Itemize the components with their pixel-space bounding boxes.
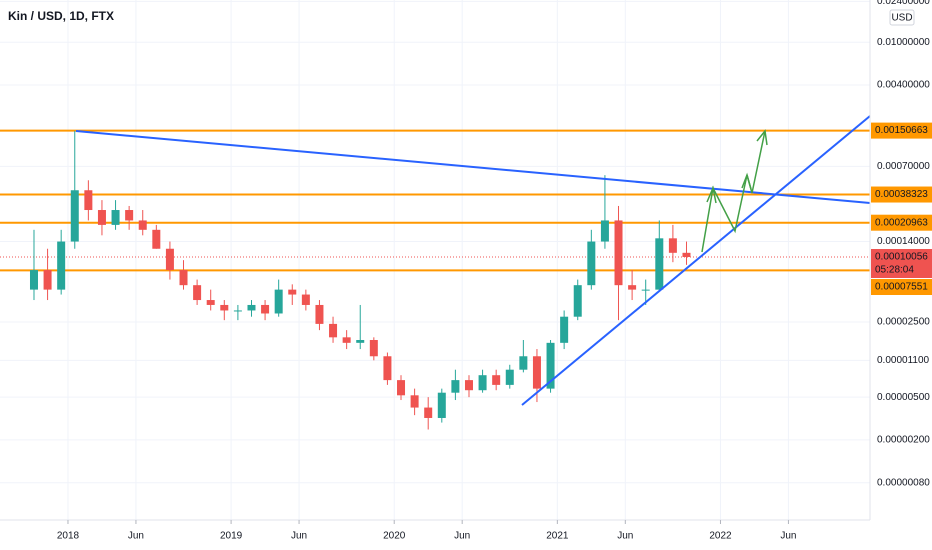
candle-body xyxy=(206,300,215,305)
candles xyxy=(29,130,691,430)
candle-body xyxy=(152,229,161,249)
y-tick-label: 0.00000080 xyxy=(877,477,930,488)
candle-body xyxy=(97,210,106,225)
x-tick-label: Jun xyxy=(291,531,307,542)
x-tick-label: Jun xyxy=(128,531,144,542)
grid xyxy=(0,0,870,520)
candle-body xyxy=(329,323,338,338)
y-tick-label: 0.00000200 xyxy=(877,435,930,446)
candle-body xyxy=(165,248,174,271)
current-price-box xyxy=(871,248,932,278)
candle-body xyxy=(315,304,324,324)
candle-body xyxy=(383,356,392,381)
x-tick-label: Jun xyxy=(454,531,470,542)
y-tick-label: 0.02400000 xyxy=(877,0,930,7)
candle-body xyxy=(397,380,406,396)
candle-body xyxy=(451,380,460,393)
projection-path xyxy=(701,130,766,253)
level-box xyxy=(871,278,932,295)
candle-body xyxy=(301,294,310,305)
candle-body xyxy=(70,190,79,242)
candle-body xyxy=(261,304,270,314)
trend-line xyxy=(521,115,871,406)
axes: 0.02400000 0.01000000 0.00400000 0.00070000… xyxy=(57,0,930,542)
y-tick-label: 0.00014000 xyxy=(877,236,930,247)
candle-body xyxy=(193,285,202,301)
currency-label[interactable]: USD xyxy=(891,13,912,24)
drawings xyxy=(75,115,871,406)
candle-body xyxy=(682,252,691,257)
y-tick-label: 0.01000000 xyxy=(877,37,930,48)
candle-body xyxy=(233,310,242,312)
candle-body xyxy=(424,407,433,418)
y-tick-label: 0.00070000 xyxy=(877,161,930,172)
candle-body xyxy=(655,238,664,290)
candle-body xyxy=(587,241,596,286)
candle-body xyxy=(342,337,351,343)
candle-body xyxy=(111,210,120,225)
candle-body xyxy=(505,369,514,385)
price-labels: 0.00010056 05:28:04 0.00150663 0.00038323 0.… xyxy=(871,122,932,295)
candle-body xyxy=(464,380,473,391)
candle-body xyxy=(29,270,38,290)
candle-body xyxy=(614,220,623,286)
level-box xyxy=(871,122,932,139)
candle-body xyxy=(369,339,378,357)
candle-body xyxy=(84,190,93,211)
countdown-label: 05:28:04 xyxy=(875,265,914,276)
currency-box[interactable] xyxy=(889,9,915,26)
level-label: 0.00007551 xyxy=(875,282,928,293)
candle-body xyxy=(437,392,446,418)
candle-body xyxy=(356,339,365,343)
candle-body xyxy=(220,304,229,311)
candle-body xyxy=(125,210,134,221)
candle-body xyxy=(57,241,66,290)
candle-body xyxy=(641,289,650,291)
candle-body xyxy=(573,285,582,317)
arrow-head xyxy=(741,172,752,190)
level-label: 0.00150663 xyxy=(875,125,928,136)
candle-body xyxy=(43,270,52,290)
y-tick-label: 0.00400000 xyxy=(877,80,930,91)
candle-body xyxy=(519,356,528,370)
y-tick-label: 0.00001100 xyxy=(877,355,930,366)
x-tick-label: 2021 xyxy=(546,531,569,542)
y-tick-label: 0.00000500 xyxy=(877,392,930,403)
x-tick-label: Jun xyxy=(780,531,796,542)
level-box xyxy=(871,186,932,203)
candle-body xyxy=(274,289,283,314)
candle-body xyxy=(668,238,677,253)
arrow-head xyxy=(706,185,717,204)
candle-body xyxy=(492,375,501,385)
chart-title: Kin / USD, 1D, FTX xyxy=(8,9,114,23)
current-price-label: 0.00010056 xyxy=(875,252,928,263)
y-tick-label: 0.00002500 xyxy=(877,317,930,328)
candle-body xyxy=(288,289,297,295)
candle-body xyxy=(478,375,487,391)
x-tick-label: 2022 xyxy=(709,531,732,542)
level-label: 0.00020963 xyxy=(875,217,928,228)
candle-body xyxy=(546,342,555,389)
level-box xyxy=(871,214,932,231)
arrow-head xyxy=(756,129,768,146)
candle-body xyxy=(410,395,419,408)
candle-body xyxy=(560,316,569,343)
x-tick-label: 2018 xyxy=(57,531,80,542)
x-tick-label: Jun xyxy=(617,531,633,542)
level-label: 0.00038323 xyxy=(875,189,928,200)
candle-body xyxy=(138,220,147,230)
candle-body xyxy=(628,285,637,290)
candle-body xyxy=(600,220,609,242)
x-tick-label: 2020 xyxy=(383,531,406,542)
x-tick-label: 2019 xyxy=(220,531,243,542)
trend-line xyxy=(75,130,871,204)
candle-body xyxy=(179,270,188,286)
candle-body xyxy=(532,356,541,389)
candle-body xyxy=(247,304,256,311)
